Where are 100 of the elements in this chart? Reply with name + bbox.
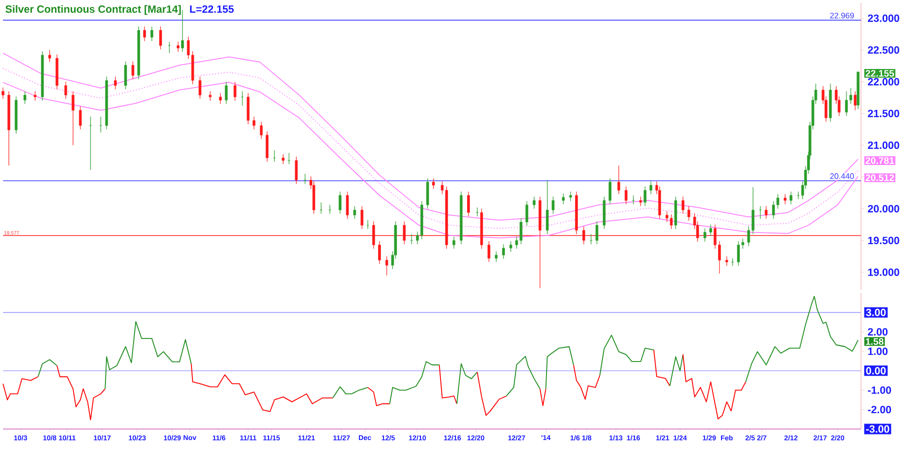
candlestick bbox=[288, 152, 290, 165]
y-tick-label: 21.000 bbox=[868, 142, 900, 149]
y-tick-label: -2.00 bbox=[868, 406, 892, 414]
y-tick-label: 19.500 bbox=[868, 236, 900, 244]
candlestick bbox=[402, 221, 406, 245]
line-series bbox=[38, 359, 58, 378]
candlestick bbox=[670, 214, 673, 230]
line-series bbox=[669, 354, 684, 386]
candlestick bbox=[502, 244, 505, 260]
y-tick-label: 21.500 bbox=[868, 110, 900, 118]
candlestick bbox=[338, 191, 342, 214]
line-series bbox=[573, 364, 600, 400]
line-series bbox=[438, 364, 458, 404]
candlestick bbox=[854, 90, 857, 111]
y-tick-label: 22.000 bbox=[868, 78, 900, 86]
candlestick bbox=[181, 10, 184, 52]
candlestick bbox=[282, 154, 285, 165]
line-series bbox=[506, 356, 540, 396]
candlestick bbox=[650, 181, 652, 194]
candlestick bbox=[426, 178, 429, 210]
candlestick bbox=[569, 191, 572, 202]
ref-line-label: -3.00 bbox=[866, 425, 890, 433]
candlestick bbox=[608, 178, 612, 205]
candlestick bbox=[143, 26, 146, 42]
candlestick bbox=[596, 221, 598, 245]
candlestick bbox=[208, 90, 212, 102]
line-series bbox=[104, 321, 192, 390]
candlestick bbox=[582, 226, 586, 245]
candlestick bbox=[432, 178, 435, 190]
candlestick bbox=[246, 92, 250, 125]
line-series bbox=[476, 372, 507, 416]
candlestick bbox=[360, 206, 364, 230]
line-series bbox=[190, 363, 334, 412]
line-series bbox=[2, 376, 38, 400]
candlestick bbox=[219, 92, 222, 104]
candlestick bbox=[2, 87, 4, 100]
candlestick bbox=[266, 130, 268, 162]
annotation: 1.58 bbox=[866, 338, 884, 345]
candlestick bbox=[725, 256, 728, 266]
candlestick bbox=[176, 41, 180, 52]
candlestick bbox=[132, 61, 134, 80]
candlestick bbox=[159, 26, 162, 50]
candlestick bbox=[526, 200, 528, 226]
candlestick bbox=[294, 156, 298, 184]
line-series bbox=[367, 386, 390, 406]
annotation: 20.512 bbox=[866, 174, 894, 182]
candlestick bbox=[378, 240, 381, 264]
candlestick bbox=[353, 206, 356, 220]
candlestick bbox=[562, 193, 565, 205]
candlestick bbox=[467, 191, 470, 217]
line-series bbox=[682, 354, 746, 420]
candlestick bbox=[452, 236, 456, 250]
candlestick bbox=[346, 191, 349, 220]
y-tick-label: 2.00 bbox=[868, 328, 888, 336]
candlestick bbox=[114, 76, 117, 90]
annotation: 22.155 bbox=[866, 70, 894, 77]
line-series bbox=[545, 346, 574, 390]
candlestick bbox=[704, 228, 706, 242]
candlestick bbox=[758, 206, 762, 220]
line-series bbox=[389, 361, 440, 404]
candlestick bbox=[260, 121, 263, 140]
ref-line-label: 3.00 bbox=[866, 308, 886, 316]
candlestick bbox=[24, 90, 26, 104]
candlestick bbox=[687, 206, 690, 222]
candlestick bbox=[644, 186, 646, 206]
candlestick bbox=[168, 41, 171, 54]
candlestick bbox=[224, 81, 228, 104]
candlestick bbox=[372, 221, 375, 250]
candlestick bbox=[784, 194, 786, 205]
line-series bbox=[653, 349, 670, 386]
candlestick bbox=[552, 196, 554, 214]
candlestick bbox=[124, 61, 127, 90]
candlestick bbox=[234, 81, 236, 102]
y-tick-label: 22.500 bbox=[868, 46, 900, 54]
candlestick bbox=[99, 116, 102, 133]
y-tick-label: 20.000 bbox=[868, 205, 900, 212]
candlestick bbox=[546, 180, 549, 234]
y-tick-label: 1.00 bbox=[868, 348, 888, 356]
candlestick bbox=[252, 116, 256, 130]
candlestick bbox=[64, 81, 68, 100]
candlestick bbox=[532, 196, 536, 210]
candlestick bbox=[198, 76, 202, 100]
candlestick bbox=[709, 224, 712, 236]
chart-title: Silver Continuous Contract [Mar14] bbox=[5, 5, 181, 15]
candlestick bbox=[410, 234, 413, 245]
candlestick bbox=[48, 50, 52, 62]
y-tick-label: 23.000 bbox=[868, 14, 900, 22]
candlestick bbox=[385, 256, 388, 276]
candlestick bbox=[150, 26, 154, 42]
ref-line-label: 20.440 bbox=[830, 173, 854, 179]
candlestick bbox=[790, 191, 792, 205]
candlestick bbox=[639, 196, 642, 206]
ref-line-label: 22.969 bbox=[830, 12, 854, 18]
candlestick bbox=[273, 150, 276, 162]
candlestick bbox=[89, 116, 92, 170]
candlestick bbox=[320, 202, 322, 214]
candlestick bbox=[682, 196, 684, 214]
candlestick bbox=[488, 240, 490, 262]
line-series bbox=[332, 386, 368, 398]
ref-line-label: 0.00 bbox=[866, 367, 886, 374]
